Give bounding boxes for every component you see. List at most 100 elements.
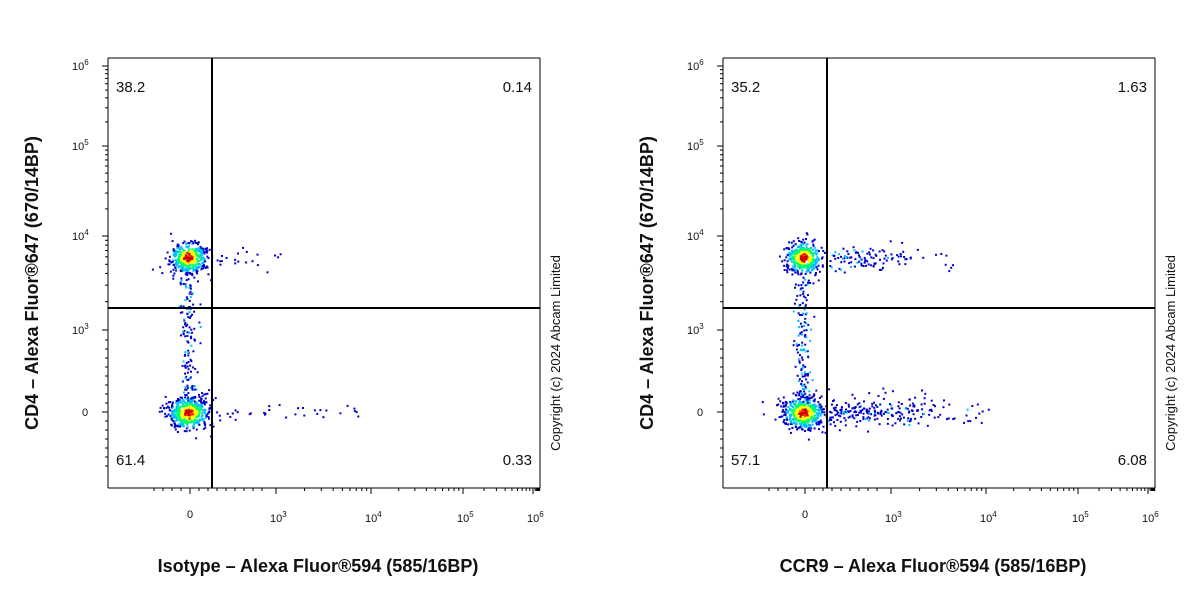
event-dot [798,414,801,417]
event-dot [203,393,206,396]
event-dot [325,409,328,412]
event-dot [188,311,191,314]
event-dot [833,399,835,402]
event-dot [862,412,865,415]
event-dot [899,411,902,414]
event-dot [806,381,809,384]
event-dot [781,415,784,418]
event-dot [804,374,807,377]
event-dot [813,427,816,430]
event-dot [798,250,801,253]
event-dot [799,413,802,416]
y-tick-label: 103 [72,322,89,337]
event-dot [797,398,800,401]
event-dot [849,256,852,259]
event-dot [194,405,197,408]
event-dot [196,411,199,414]
event-dot [952,264,954,267]
event-dot [807,323,810,326]
event-dot [924,392,927,395]
event-dot [339,412,342,415]
event-dot [784,403,787,406]
event-dot [185,410,188,413]
event-dot [808,250,810,253]
event-dot [176,407,178,410]
event-dot [178,305,181,308]
event-dot [176,244,179,247]
event-dot [177,260,180,262]
event-dot [800,325,803,328]
event-dot [168,255,171,258]
event-dot [803,250,806,253]
event-dot [179,261,182,264]
event-dot [801,405,804,408]
event-dot [822,425,825,428]
event-dot [189,267,192,270]
event-dot [937,416,940,419]
event-dot [785,402,788,405]
event-dot [214,397,217,400]
event-dot [790,257,793,260]
event-dot [804,305,807,308]
event-dot [172,274,175,277]
event-dot [184,323,186,326]
event-dot [183,318,185,321]
event-dot [249,412,252,415]
event-dot [851,407,854,410]
event-dot [190,370,192,373]
event-dot [192,413,195,416]
event-dot [801,269,804,272]
event-dot [863,261,866,264]
event-dot [191,258,194,261]
event-dot [198,321,201,324]
event-dot [168,406,171,409]
event-dot [882,412,885,415]
event-dot [195,419,198,422]
event-dot [190,409,193,412]
event-dot [167,413,170,416]
event-dot [810,412,813,415]
event-dot [787,406,790,408]
event-dot [185,259,188,262]
event-dot [204,397,207,400]
event-dot [181,423,184,425]
event-dot [204,260,207,263]
event-dot [799,255,802,258]
event-dot [189,335,192,338]
event-dot [191,251,194,254]
event-dot [190,344,193,347]
event-dot [792,250,795,253]
event-dot [790,423,793,425]
event-dot [806,257,809,260]
event-dot [795,348,798,351]
event-dot [186,331,189,334]
event-dot [816,416,819,419]
event-dot [873,406,876,409]
event-dot [202,263,205,266]
event-dot [184,377,187,380]
event-dot [794,407,797,409]
event-dot [933,416,936,419]
event-dot [181,263,184,265]
event-dot [274,254,277,257]
event-dot [883,250,886,253]
event-dot [818,396,821,399]
event-dot [794,249,797,252]
event-dot [869,247,872,250]
event-dot [192,242,195,245]
event-dot [256,253,259,256]
event-dot [793,261,795,264]
event-dot [897,260,900,263]
event-dot [813,315,816,318]
event-dot [184,254,187,257]
event-dot [885,259,888,262]
event-dot [797,273,800,276]
event-dot [203,252,206,255]
event-dot [797,402,800,405]
event-dot [798,245,801,248]
event-dot [192,398,194,401]
event-dot [840,406,843,409]
event-dot [890,258,893,261]
event-dot [193,327,196,330]
